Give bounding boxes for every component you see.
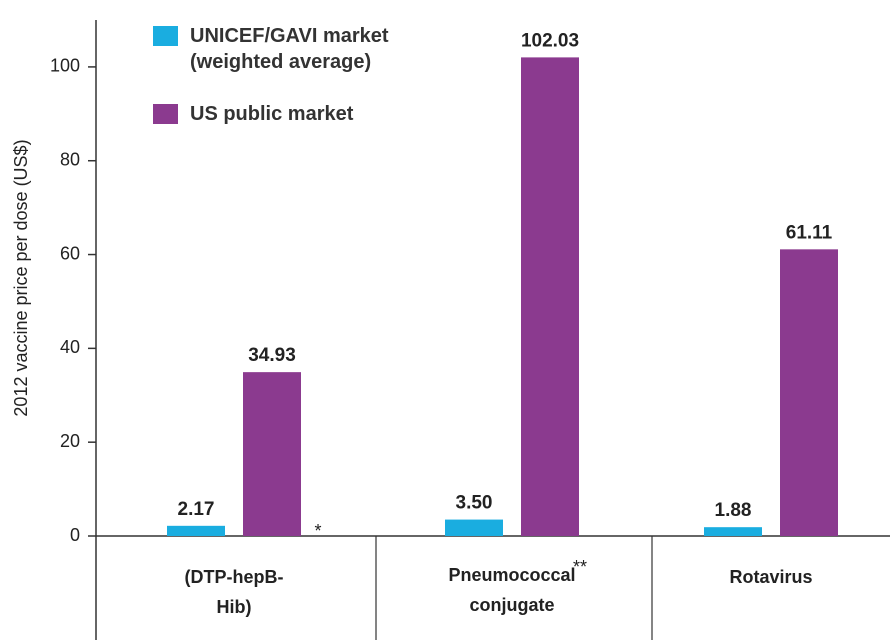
x-tick-label: Pneumococcal conjugate xyxy=(448,565,576,615)
legend-label: UNICEF/GAVI market (weighted average) xyxy=(190,25,389,73)
y-axis-label: 2012 vaccine price per dose (US$) xyxy=(11,139,31,416)
value-label: 3.50 xyxy=(456,493,493,514)
bar xyxy=(167,525,225,536)
legend-item: US public market xyxy=(153,101,413,127)
bar xyxy=(780,249,838,536)
legend-item: UNICEF/GAVI market (weighted average) xyxy=(153,23,413,75)
bar xyxy=(704,527,762,536)
annotation: * xyxy=(314,521,321,541)
value-label: 34.93 xyxy=(248,345,296,366)
y-tick-label: 0 xyxy=(70,525,80,545)
bar xyxy=(243,372,301,536)
y-tick-label: 20 xyxy=(60,431,80,451)
bar xyxy=(521,57,579,537)
x-tick-label: Rotavirus xyxy=(729,567,813,587)
value-label: 1.88 xyxy=(715,500,752,521)
y-tick-label: 60 xyxy=(60,243,80,263)
value-label: 61.11 xyxy=(786,222,833,243)
value-label: 2.17 xyxy=(178,499,215,520)
x-tick-label: (DTP-hepB-Hib) xyxy=(184,567,284,617)
y-tick-label: 40 xyxy=(60,337,80,357)
annotation: ** xyxy=(573,557,587,577)
value-label: 102.03 xyxy=(521,30,579,51)
legend-swatch xyxy=(153,26,178,46)
y-tick-label: 100 xyxy=(50,56,80,76)
legend-swatch xyxy=(153,104,178,124)
legend-label: US public market xyxy=(190,103,354,125)
bar xyxy=(445,519,503,536)
y-tick-label: 80 xyxy=(60,149,80,169)
